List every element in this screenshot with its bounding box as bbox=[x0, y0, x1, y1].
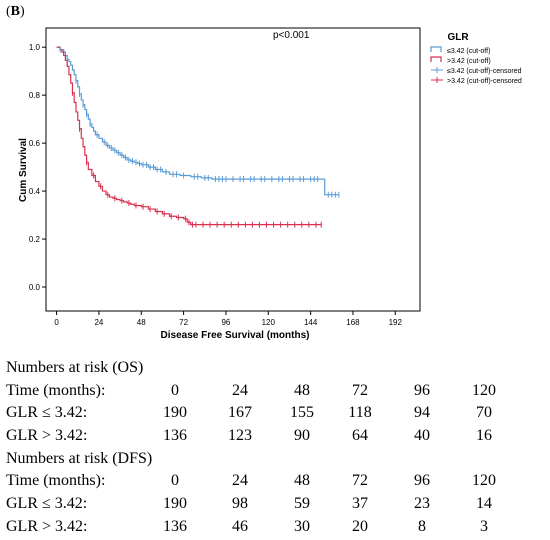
legend-entry-label: ≤3.42 (cut-off) bbox=[447, 48, 490, 55]
y-tick-label: 0.4 bbox=[29, 187, 41, 196]
risk-count-cell: 136 bbox=[163, 517, 187, 535]
risk-count-cell: 64 bbox=[352, 427, 368, 445]
risk-time-cell: 120 bbox=[472, 472, 496, 490]
risk-count-cell: 46 bbox=[232, 517, 248, 535]
x-axis-label: Disease Free Survival (months) bbox=[161, 330, 310, 341]
y-tick-label: 0.0 bbox=[29, 283, 41, 292]
panel-label: (B) bbox=[6, 4, 25, 20]
legend-entry-label: >3.42 (cut-off)-censored bbox=[447, 78, 522, 85]
y-tick-label: 0.6 bbox=[29, 139, 41, 148]
risk-row-label: GLR ≤ 3.42: bbox=[6, 495, 88, 513]
x-tick-label: 96 bbox=[221, 318, 230, 327]
legend-line-swatch bbox=[430, 56, 442, 62]
risk-table-title: Numbers at risk (DFS) bbox=[0, 448, 550, 471]
kaplan-meier-chart: 0.0 0.2 0.4 0.6 0.8 1.0 0 24 48 72 96 120 144 168 192… bbox=[18, 27, 522, 341]
risk-time-cell: 24 bbox=[232, 472, 248, 490]
risk-group-row: GLR ≤ 3.42: 190 98 59 37 23 14 bbox=[0, 493, 550, 516]
risk-time-cell: 72 bbox=[352, 381, 368, 399]
risk-row-label: Time (months): bbox=[6, 381, 106, 399]
risk-count-cell: 37 bbox=[352, 495, 368, 513]
risk-count-cell: 16 bbox=[476, 427, 492, 445]
survival-curves bbox=[56, 46, 339, 226]
risk-row-label: GLR > 3.42: bbox=[6, 517, 88, 535]
risk-time-row: Time (months): 0 24 48 72 96 120 bbox=[0, 380, 550, 403]
risk-count-cell: 8 bbox=[418, 517, 426, 535]
survival-curve-low-glr bbox=[56, 46, 339, 196]
risk-count-cell: 155 bbox=[290, 404, 314, 422]
risk-count-cell: 3 bbox=[480, 517, 488, 535]
x-tick-label: 120 bbox=[262, 318, 276, 327]
risk-time-cell: 72 bbox=[352, 472, 368, 490]
risk-row-label: GLR ≤ 3.42: bbox=[6, 404, 88, 422]
y-tick-label: 0.2 bbox=[29, 235, 41, 244]
risk-count-cell: 136 bbox=[163, 427, 187, 445]
x-tick-label: 72 bbox=[179, 318, 188, 327]
risk-group-row: GLR ≤ 3.42: 190 167 155 118 94 70 bbox=[0, 402, 550, 425]
y-axis: 0.0 0.2 0.4 0.6 0.8 1.0 bbox=[29, 43, 46, 292]
chart-legend: GLR ≤3.42 (cut-off) >3.42 (cut-off) ≤3.42 … bbox=[430, 32, 522, 85]
risk-count-cell: 20 bbox=[352, 517, 368, 535]
risk-count-cell: 14 bbox=[476, 495, 492, 513]
risk-row-label: GLR > 3.42: bbox=[6, 427, 88, 445]
legend-entry-label: ≤3.42 (cut-off)-censored bbox=[447, 68, 522, 75]
risk-count-cell: 118 bbox=[348, 404, 372, 422]
risk-count-cell: 190 bbox=[163, 495, 187, 513]
risk-time-cell: 48 bbox=[294, 381, 310, 399]
x-tick-label: 192 bbox=[389, 318, 403, 327]
x-tick-label: 24 bbox=[94, 318, 103, 327]
risk-count-cell: 167 bbox=[228, 404, 252, 422]
legend-title: GLR bbox=[447, 32, 469, 43]
x-tick-label: 0 bbox=[54, 318, 59, 327]
plot-frame bbox=[45, 27, 421, 312]
risk-row-label: Time (months): bbox=[6, 472, 106, 490]
y-tick-label: 0.8 bbox=[29, 91, 41, 100]
x-tick-label: 48 bbox=[137, 318, 146, 327]
risk-time-cell: 24 bbox=[232, 381, 248, 399]
risk-group-row: GLR > 3.42: 136 123 90 64 40 16 bbox=[0, 425, 550, 448]
y-tick-label: 1.0 bbox=[29, 43, 41, 52]
risk-table-title: Numbers at risk (OS) bbox=[0, 357, 550, 380]
x-tick-label: 144 bbox=[304, 318, 318, 327]
survival-curve-high-glr bbox=[56, 46, 322, 226]
risk-count-cell: 30 bbox=[294, 517, 310, 535]
y-axis-label: Cum Survival bbox=[18, 138, 29, 202]
panel-label-close: ) bbox=[20, 4, 25, 19]
risk-group-row: GLR > 3.42: 136 46 30 20 8 3 bbox=[0, 516, 550, 539]
risk-time-cell: 48 bbox=[294, 472, 310, 490]
risk-count-cell: 23 bbox=[414, 495, 430, 513]
risk-time-cell: 120 bbox=[472, 381, 496, 399]
risk-time-cell: 0 bbox=[171, 472, 179, 490]
risk-count-cell: 90 bbox=[294, 427, 310, 445]
risk-time-cell: 0 bbox=[171, 381, 179, 399]
legend-line-swatch bbox=[430, 46, 442, 52]
risk-time-cell: 96 bbox=[414, 472, 430, 490]
risk-count-cell: 98 bbox=[232, 495, 248, 513]
panel-label-open: ( bbox=[6, 4, 11, 19]
risk-count-cell: 59 bbox=[294, 495, 310, 513]
x-tick-label: 168 bbox=[346, 318, 360, 327]
risk-count-cell: 70 bbox=[476, 404, 492, 422]
risk-row-label: Numbers at risk (DFS) bbox=[6, 449, 153, 467]
legend-entry-label: >3.42 (cut-off) bbox=[447, 58, 491, 65]
risk-count-cell: 123 bbox=[228, 427, 252, 445]
risk-time-row: Time (months): 0 24 48 72 96 120 bbox=[0, 470, 550, 493]
panel-label-letter: B bbox=[10, 4, 21, 19]
risk-time-cell: 96 bbox=[414, 381, 430, 399]
risk-count-cell: 94 bbox=[414, 404, 430, 422]
censor-marks bbox=[59, 46, 340, 228]
risk-count-cell: 40 bbox=[414, 427, 430, 445]
risk-row-label: Numbers at risk (OS) bbox=[6, 359, 144, 376]
risk-count-cell: 190 bbox=[163, 404, 187, 422]
p-value-annotation: p<0.001 bbox=[273, 30, 310, 41]
x-axis: 0 24 48 72 96 120 144 168 192 bbox=[54, 311, 403, 327]
numbers-at-risk-tables: Numbers at risk (OS) Time (months): 0 24 48 7… bbox=[0, 357, 550, 539]
